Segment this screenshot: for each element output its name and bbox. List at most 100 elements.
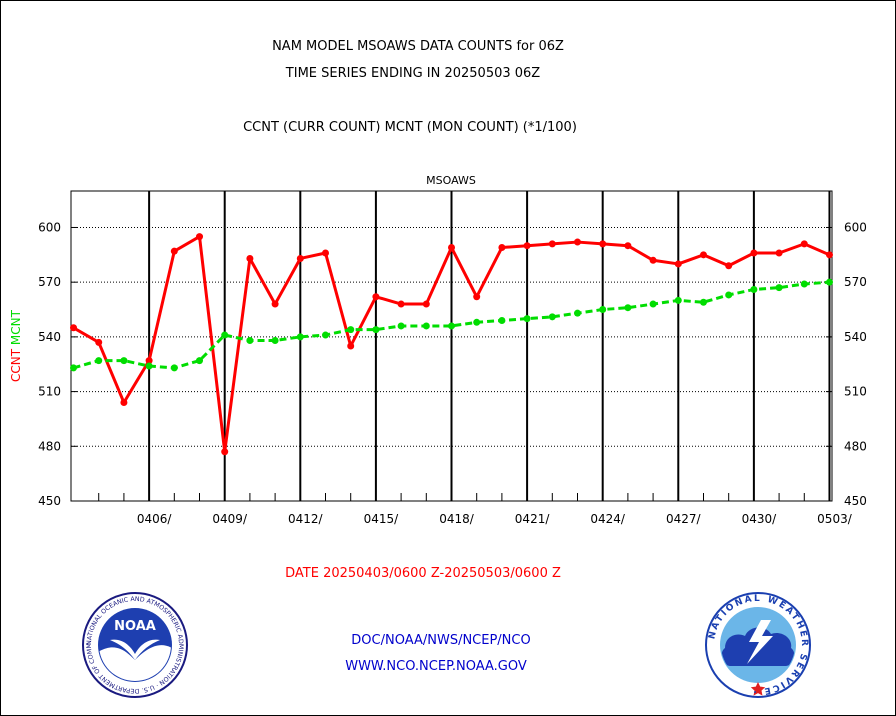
ccnt-point bbox=[775, 249, 783, 257]
mcnt-point bbox=[674, 296, 682, 304]
y-tick-label-left-2: 510 bbox=[38, 385, 61, 399]
x-tick-label-3: 0415/ bbox=[364, 512, 400, 526]
ccnt-point bbox=[825, 251, 833, 259]
mcnt-point bbox=[322, 331, 330, 339]
ccnt-point bbox=[196, 233, 204, 241]
ccnt-point bbox=[674, 260, 682, 268]
date-range-label: DATE 20250403/0600 Z-20250503/0600 Z bbox=[285, 566, 561, 581]
axis-ticks: 450 450 480 480 510 510 540 540 570 570 600 600 0406… bbox=[38, 220, 867, 526]
mcnt-point bbox=[372, 326, 380, 334]
ccnt-point bbox=[800, 240, 808, 248]
ccnt-point bbox=[271, 300, 279, 308]
mcnt-point bbox=[523, 315, 531, 323]
y-axis-label: CCNT MCNT bbox=[9, 309, 23, 382]
ccnt-point bbox=[372, 293, 380, 301]
mcnt-point bbox=[624, 304, 632, 312]
mcnt-point bbox=[725, 291, 733, 299]
ccnt-point bbox=[448, 244, 455, 252]
plot-border bbox=[70, 190, 833, 502]
y-tick-label-left-4: 570 bbox=[38, 275, 61, 289]
ccnt-point bbox=[322, 249, 330, 257]
mcnt-point bbox=[120, 357, 128, 365]
ccnt-point bbox=[649, 256, 657, 264]
ccnt-point bbox=[296, 254, 304, 262]
ccnt-point bbox=[246, 254, 254, 262]
mcnt-point bbox=[800, 280, 808, 288]
y-tick-label-right-2: 510 bbox=[844, 385, 867, 399]
y-axis-label-text: CCNT MCNT bbox=[9, 309, 23, 382]
ccnt-point bbox=[170, 247, 178, 255]
mcnt-point bbox=[397, 322, 405, 330]
mcnt-point bbox=[825, 278, 833, 286]
x-tick-label-8: 0430/ bbox=[742, 512, 778, 526]
ccnt-point bbox=[699, 251, 707, 259]
nws-logo: NATIONAL WEATHER SERVICE · bbox=[705, 592, 811, 698]
x-tick-label-6: 0424/ bbox=[590, 512, 626, 526]
mcnt-point bbox=[70, 364, 78, 372]
y-axis-label-mcnt: MCNT bbox=[9, 309, 23, 349]
mcnt-point bbox=[246, 337, 254, 345]
y-tick-label-right-3: 540 bbox=[844, 330, 867, 344]
series-layer bbox=[70, 233, 833, 456]
mcnt-point bbox=[347, 326, 355, 334]
chart-header-line-3: CCNT (CURR COUNT) MCNT (MON COUNT) (*1/1… bbox=[243, 120, 577, 135]
ccnt-point bbox=[95, 338, 103, 346]
mcnt-point bbox=[145, 362, 153, 370]
ccnt-point bbox=[523, 242, 531, 250]
org-path-link[interactable]: DOC/NOAA/NWS/NCEP/NCO bbox=[351, 633, 531, 648]
y-tick-label-right-5: 600 bbox=[844, 220, 867, 234]
mcnt-point bbox=[699, 298, 707, 306]
ccnt-point bbox=[548, 240, 556, 248]
ccnt-point bbox=[750, 249, 758, 257]
grid-lines bbox=[71, 191, 832, 501]
x-tick-label-1: 0409/ bbox=[212, 512, 248, 526]
chart-title: MSOAWS bbox=[426, 174, 476, 187]
x-tick-label-5: 0421/ bbox=[515, 512, 551, 526]
y-tick-label-left-3: 540 bbox=[38, 330, 61, 344]
mcnt-point bbox=[573, 309, 581, 317]
x-tick-label-0: 0406/ bbox=[137, 512, 173, 526]
ccnt-point bbox=[70, 324, 78, 332]
ccnt-point bbox=[221, 448, 229, 456]
mcnt-point bbox=[271, 337, 279, 345]
y-tick-label-left-1: 480 bbox=[38, 439, 61, 453]
chart-header-line-2: TIME SERIES ENDING IN 20250503 06Z bbox=[285, 66, 541, 81]
mcnt-point bbox=[548, 313, 556, 321]
x-tick-label-7: 0427/ bbox=[666, 512, 702, 526]
ccnt-point bbox=[573, 238, 581, 246]
ccnt-point bbox=[725, 262, 733, 270]
x-tick-label-4: 0418/ bbox=[439, 512, 475, 526]
y-tick-label-right-4: 570 bbox=[844, 275, 867, 289]
mcnt-point bbox=[473, 318, 481, 326]
star-icon bbox=[750, 682, 766, 696]
mcnt-series bbox=[70, 278, 833, 372]
ccnt-point bbox=[145, 357, 153, 365]
mcnt-point bbox=[775, 284, 783, 292]
noaa-logo: NOAA NATIONAL OCEANIC AND ATMOSPHERIC AD… bbox=[80, 590, 188, 698]
ccnt-point bbox=[473, 293, 481, 301]
mcnt-point bbox=[649, 300, 657, 308]
ccnt-point bbox=[120, 399, 128, 407]
mcnt-point bbox=[448, 322, 455, 330]
ccnt-point bbox=[397, 300, 405, 308]
ccnt-point bbox=[599, 240, 607, 248]
ccnt-point bbox=[347, 342, 355, 350]
mcnt-point bbox=[196, 357, 204, 365]
mcnt-point bbox=[422, 322, 430, 330]
y-axis-label-ccnt: CCNT bbox=[9, 348, 23, 382]
mcnt-point bbox=[599, 306, 607, 314]
mcnt-point bbox=[498, 316, 506, 324]
website-link[interactable]: WWW.NCO.NCEP.NOAA.GOV bbox=[345, 659, 527, 674]
ccnt-point bbox=[624, 242, 632, 250]
ccnt-point bbox=[422, 300, 430, 308]
y-tick-label-left-0: 450 bbox=[38, 494, 61, 508]
mcnt-point bbox=[296, 333, 304, 341]
noaa-logo-text: NOAA bbox=[114, 619, 156, 634]
mcnt-point bbox=[95, 357, 103, 365]
ccnt-series bbox=[70, 233, 833, 456]
mcnt-point bbox=[221, 331, 229, 339]
x-tick-label-2: 0412/ bbox=[288, 512, 324, 526]
mcnt-point bbox=[170, 364, 178, 372]
y-tick-label-left-5: 600 bbox=[38, 220, 61, 234]
